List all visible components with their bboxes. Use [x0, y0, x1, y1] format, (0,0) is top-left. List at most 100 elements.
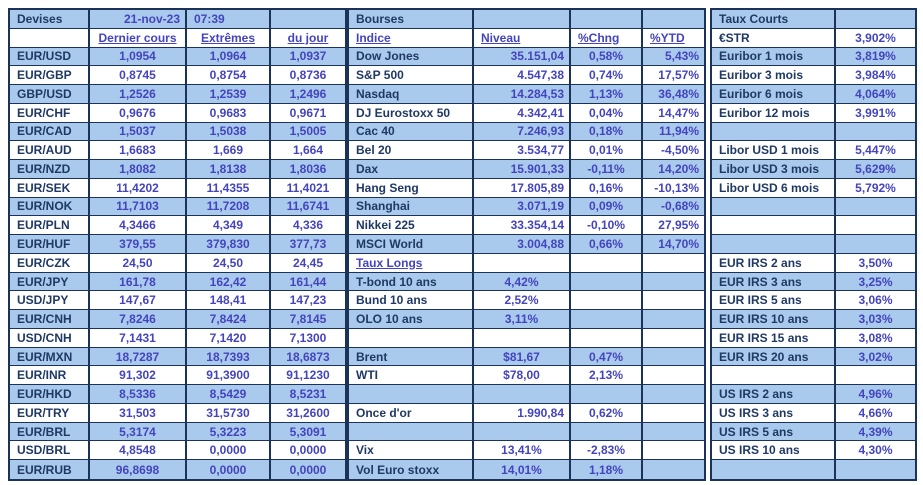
- rate-label[interactable]: [712, 460, 836, 479]
- level-cell[interactable]: 15.901,33: [474, 160, 571, 179]
- level-cell[interactable]: 1.990,84: [474, 403, 571, 423]
- extremes-cell[interactable]: 0,0000: [187, 441, 271, 461]
- currency-pair-label[interactable]: EUR/BRL: [10, 422, 90, 442]
- currency-pair-label[interactable]: GBP/USD: [10, 85, 90, 104]
- rate-value-cell[interactable]: 3,819%: [836, 47, 915, 67]
- day-value-cell[interactable]: 0,0000: [271, 460, 345, 479]
- extremes-cell[interactable]: 24,50: [187, 253, 271, 273]
- rate-value-cell[interactable]: 3,984%: [836, 66, 915, 86]
- currency-pair-label[interactable]: EUR/CHF: [10, 103, 90, 123]
- rate-label[interactable]: Libor USD 3 mois: [712, 160, 836, 179]
- rate-value-cell[interactable]: 5,792%: [836, 179, 915, 198]
- change-cell[interactable]: [571, 291, 643, 311]
- currency-pair-label[interactable]: USD/JPY: [10, 291, 90, 311]
- rate-label[interactable]: EUR IRS 3 ans: [712, 272, 836, 292]
- level-cell[interactable]: 33.354,14: [474, 216, 571, 236]
- currency-pair-label[interactable]: USD/CNH: [10, 328, 90, 348]
- rate-label[interactable]: EUR IRS 20 ans: [712, 347, 836, 367]
- date-value[interactable]: 21-nov-23: [90, 10, 187, 29]
- level-cell[interactable]: 4,42%: [474, 272, 571, 292]
- change-cell[interactable]: [571, 328, 643, 348]
- last-price-cell[interactable]: 1,5037: [90, 122, 187, 142]
- rate-value-cell[interactable]: 4,39%: [836, 422, 915, 442]
- last-price-cell[interactable]: 379,55: [90, 235, 187, 254]
- extremes-cell[interactable]: 18,7393: [187, 347, 271, 367]
- currency-pair-label[interactable]: EUR/NZD: [10, 160, 90, 179]
- rate-label[interactable]: [712, 122, 836, 142]
- day-value-cell[interactable]: 24,45: [271, 254, 345, 273]
- rate-value-cell[interactable]: 4,064%: [836, 85, 915, 104]
- level-cell[interactable]: 17.805,89: [474, 178, 571, 198]
- ytd-cell[interactable]: [643, 254, 704, 273]
- ytd-cell[interactable]: [643, 291, 704, 311]
- extremes-cell[interactable]: 379,830: [187, 235, 271, 254]
- last-price-cell[interactable]: 18,7287: [90, 347, 187, 367]
- spacer-cell[interactable]: [271, 10, 345, 29]
- index-label[interactable]: Vix: [349, 441, 474, 461]
- day-value-cell[interactable]: 91,1230: [271, 366, 345, 386]
- index-label[interactable]: [349, 385, 474, 404]
- day-value-cell[interactable]: 1,664: [271, 141, 345, 161]
- rate-value-cell[interactable]: 3,06%: [836, 291, 915, 311]
- day-value-cell[interactable]: 0,9671: [271, 104, 345, 123]
- extremes-cell[interactable]: 1,669: [187, 141, 271, 161]
- change-cell[interactable]: -2,83%: [571, 441, 643, 461]
- day-value-cell[interactable]: 377,73: [271, 235, 345, 254]
- ytd-cell[interactable]: [643, 441, 704, 461]
- index-label[interactable]: Hang Seng: [349, 178, 474, 198]
- last-price-cell[interactable]: 0,8745: [90, 66, 187, 86]
- day-value-cell[interactable]: 1,8036: [271, 160, 345, 179]
- ytd-cell[interactable]: -4,50%: [643, 141, 704, 161]
- bourses-section-title[interactable]: Bourses: [349, 10, 474, 29]
- taux-courts-section-title[interactable]: Taux Courts: [712, 10, 836, 29]
- ytd-cell[interactable]: -0,68%: [643, 197, 704, 217]
- level-cell[interactable]: 3.071,19: [474, 197, 571, 217]
- change-cell[interactable]: [571, 272, 643, 292]
- ytd-cell[interactable]: -10,13%: [643, 179, 704, 198]
- index-label[interactable]: Taux Longs: [349, 253, 474, 273]
- level-cell[interactable]: 4.342,41: [474, 103, 571, 123]
- rate-label[interactable]: [712, 216, 836, 236]
- index-label[interactable]: T-bond 10 ans: [349, 272, 474, 292]
- day-value-cell[interactable]: 0,8736: [271, 66, 345, 86]
- rate-label[interactable]: EUR IRS 5 ans: [712, 291, 836, 311]
- last-price-cell[interactable]: 11,7103: [90, 197, 187, 217]
- spacer-cell[interactable]: [474, 10, 571, 29]
- spacer-cell[interactable]: [10, 28, 90, 48]
- rate-label[interactable]: US IRS 10 ans: [712, 441, 836, 461]
- rate-label[interactable]: Libor USD 1 mois: [712, 141, 836, 161]
- last-price-cell[interactable]: 8,5336: [90, 385, 187, 404]
- rate-value-cell[interactable]: 5,629%: [836, 160, 915, 179]
- change-cell[interactable]: 0,16%: [571, 178, 643, 198]
- rate-label[interactable]: EUR IRS 15 ans: [712, 328, 836, 348]
- extremes-cell[interactable]: 31,5730: [187, 403, 271, 423]
- rate-label[interactable]: €STR: [712, 28, 836, 48]
- index-label[interactable]: Vol Euro stoxx: [349, 460, 474, 479]
- currency-pair-label[interactable]: EUR/HKD: [10, 385, 90, 404]
- index-label[interactable]: [349, 328, 474, 348]
- index-label[interactable]: Nikkei 225: [349, 216, 474, 236]
- extremes-cell[interactable]: 8,5429: [187, 385, 271, 404]
- day-value-cell[interactable]: 4,336: [271, 216, 345, 236]
- currency-pair-label[interactable]: EUR/PLN: [10, 216, 90, 236]
- rate-value-cell[interactable]: 3,25%: [836, 272, 915, 292]
- currency-pair-label[interactable]: EUR/RUB: [10, 460, 90, 479]
- change-cell[interactable]: 0,09%: [571, 197, 643, 217]
- ytd-cell[interactable]: 14,47%: [643, 104, 704, 123]
- rate-label[interactable]: Euribor 6 mois: [712, 85, 836, 104]
- change-cell[interactable]: -0,10%: [571, 216, 643, 236]
- ytd-cell[interactable]: 14,70%: [643, 235, 704, 254]
- column-header-chng[interactable]: %Chng: [571, 28, 643, 48]
- spacer-cell[interactable]: [643, 10, 704, 29]
- level-cell[interactable]: 3.004,88: [474, 235, 571, 254]
- spacer-cell[interactable]: [836, 10, 915, 29]
- level-cell[interactable]: $81,67: [474, 347, 571, 367]
- level-cell[interactable]: 35.151,04: [474, 47, 571, 67]
- last-price-cell[interactable]: 161,78: [90, 272, 187, 292]
- ytd-cell[interactable]: [643, 329, 704, 348]
- column-header-dernier-cours[interactable]: Dernier cours: [90, 28, 187, 48]
- change-cell[interactable]: 1,18%: [571, 460, 643, 479]
- column-header-extremes[interactable]: Extrêmes: [187, 28, 271, 48]
- extremes-cell[interactable]: 7,1420: [187, 328, 271, 348]
- day-value-cell[interactable]: 18,6873: [271, 347, 345, 367]
